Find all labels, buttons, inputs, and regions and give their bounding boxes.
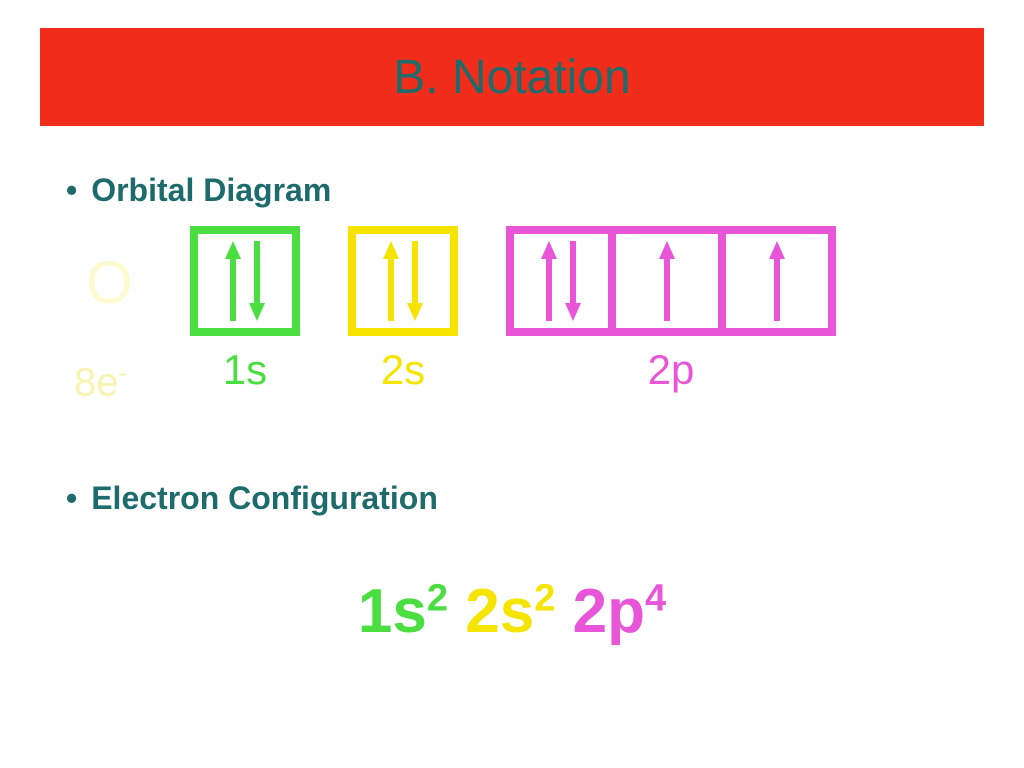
orbital-label: 2p	[648, 346, 695, 394]
orbital-group-2s: 2s	[348, 226, 458, 394]
arrow-up-icon	[541, 241, 557, 321]
config-part-1s: 1s2	[358, 577, 448, 646]
bullet-orbital-diagram: Orbital Diagram	[66, 172, 331, 209]
orbital-label: 2s	[381, 346, 425, 394]
arrow-up-icon	[383, 241, 399, 321]
slide: B. Notation Orbital Diagram O 8e- 1s 2s 2p…	[0, 0, 1024, 768]
arrow-up-icon	[225, 241, 241, 321]
electron-count-sup: -	[119, 360, 127, 387]
slide-title: B. Notation	[393, 50, 630, 105]
orbital-group-2p: 2p	[506, 226, 836, 394]
arrow-down-icon	[249, 241, 265, 321]
arrow-down-icon	[565, 241, 581, 321]
arrow-down-icon	[407, 241, 423, 321]
arrow-up-icon	[659, 241, 675, 321]
config-part-2s: 2s2	[465, 577, 555, 646]
orbital-boxes	[348, 226, 458, 336]
title-bar: B. Notation	[40, 28, 984, 126]
electron-count: 8e-	[74, 360, 127, 405]
orbital-label: 1s	[223, 346, 267, 394]
orbital-box	[616, 226, 726, 336]
orbital-boxes	[506, 226, 836, 336]
orbital-box	[190, 226, 300, 336]
orbital-diagram: 1s 2s 2p	[190, 226, 836, 394]
orbital-box	[506, 226, 616, 336]
orbital-box	[726, 226, 836, 336]
orbital-box	[348, 226, 458, 336]
electron-count-value: 8e	[74, 360, 119, 404]
bullet-electron-configuration: Electron Configuration	[66, 480, 438, 517]
element-symbol: O	[86, 248, 133, 317]
orbital-boxes	[190, 226, 300, 336]
config-part-2p: 2p4	[573, 577, 667, 646]
electron-configuration: 1s2 2s2 2p4	[0, 576, 1024, 647]
arrow-up-icon	[769, 241, 785, 321]
orbital-group-1s: 1s	[190, 226, 300, 394]
